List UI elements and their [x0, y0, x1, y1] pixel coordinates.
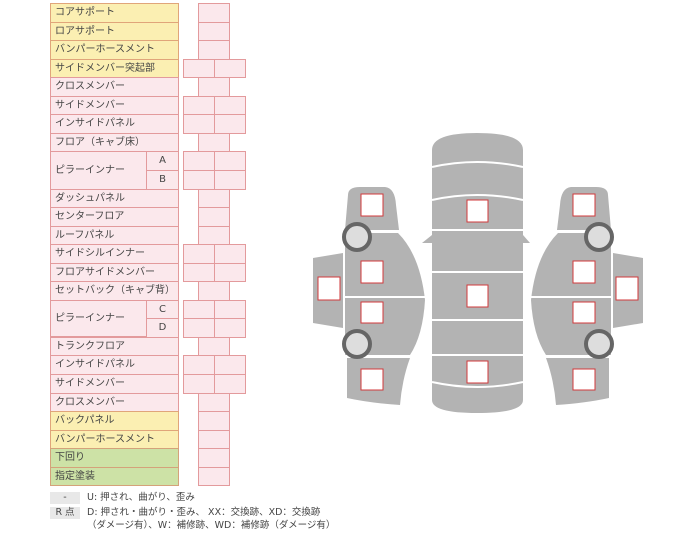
check-cell-right[interactable]	[214, 263, 246, 282]
check-cell-right[interactable]	[214, 114, 246, 134]
row-label: ピラーインナー	[50, 151, 147, 190]
legend-dash-tag: -	[50, 492, 80, 504]
legend-dash-text: U: 押され、曲がり、歪み	[87, 492, 195, 503]
check-cell-right[interactable]	[214, 374, 246, 394]
legend-r-text-1: D: 押され・曲がり・歪み、 XX：交換跡、XD：交換跡	[87, 507, 321, 518]
row-label: 指定塗装	[50, 467, 179, 486]
check-cell[interactable]	[198, 467, 230, 486]
damage-markers	[317, 193, 639, 391]
check-cell-right[interactable]	[214, 59, 246, 78]
legend-r-text-2: （ダメージ有）、W：補修跡、WD：補修跡（ダメージ有）	[87, 520, 336, 531]
center-car-top-view	[422, 133, 530, 413]
check-cell-right[interactable]	[214, 318, 246, 338]
legend-r-tag: R 点	[50, 507, 80, 519]
check-cell-right[interactable]	[214, 170, 246, 190]
row-label: ピラーインナー	[50, 300, 147, 337]
